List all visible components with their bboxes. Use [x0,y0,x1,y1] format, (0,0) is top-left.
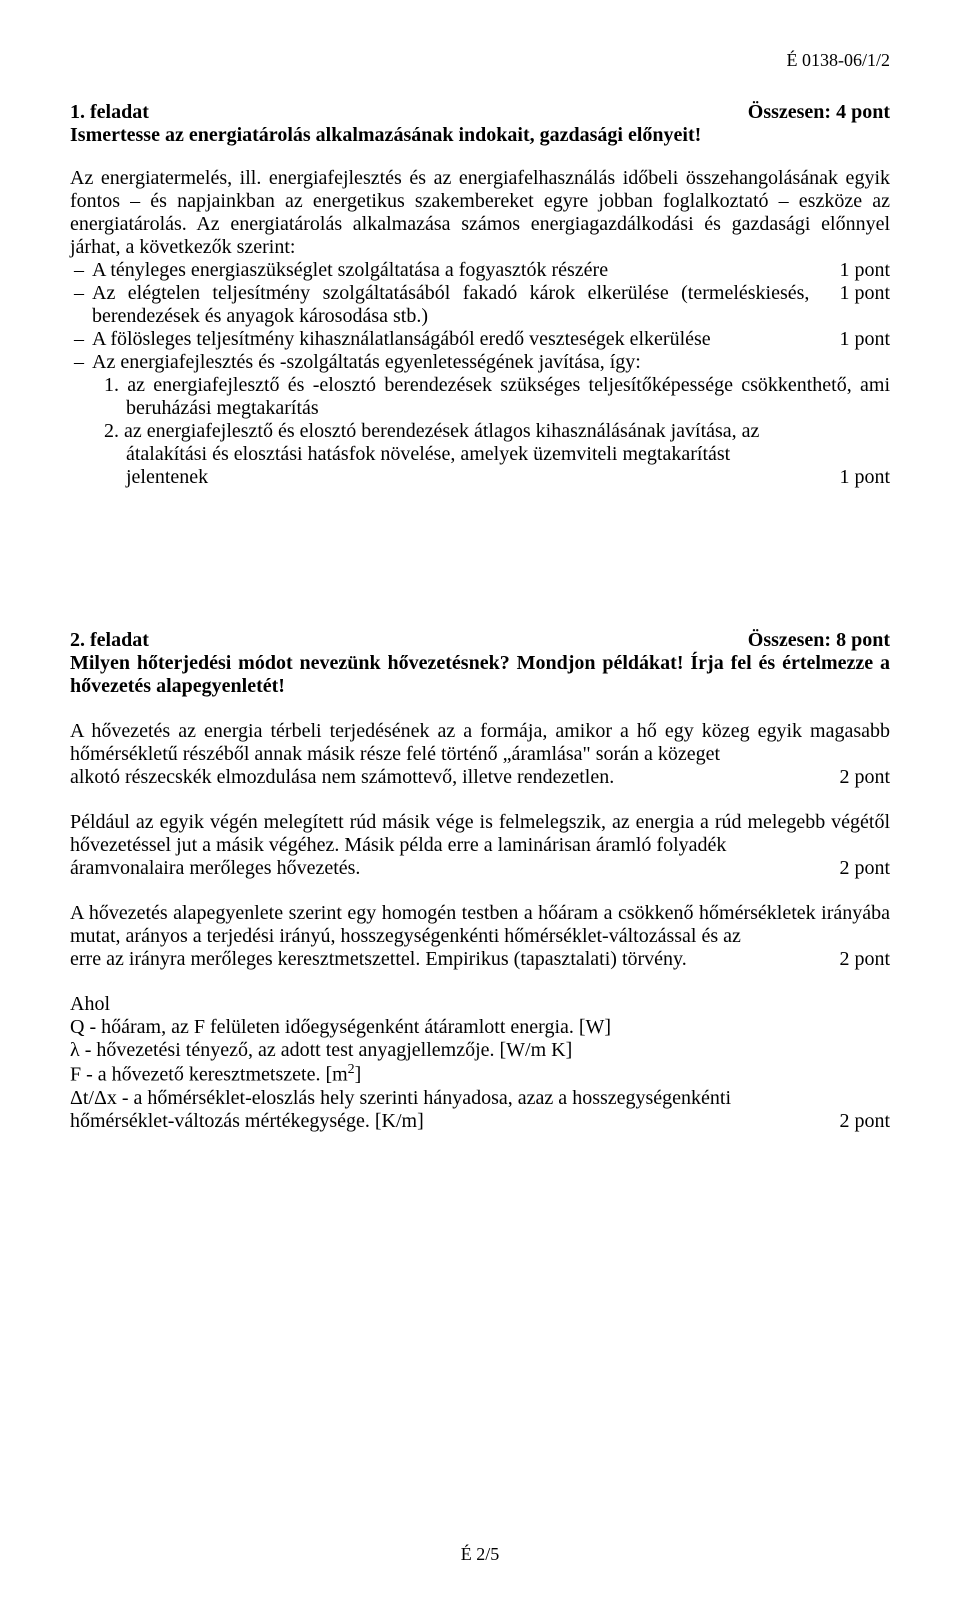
numbered-continuation: átalakítási és elosztási hatásfok növelé… [70,443,890,466]
task2-para1: A hővezetés az energia térbeli terjedésé… [70,720,890,789]
ahol-line: λ - hővezetési tényező, az adott test an… [70,1039,890,1062]
task1-intro: Ismertesse az energiatárolás alkalmazásá… [70,124,890,147]
num-text: az energiafejlesztő és -elosztó berendez… [126,374,890,419]
page-footer: É 2/5 [0,1544,960,1565]
bullet-text: Az energiafejlesztés és -szolgáltatás eg… [92,351,641,373]
ahol-title: Ahol [70,993,890,1016]
num-last-word: jelentenek [126,466,809,489]
bullet-points: 1 pont [839,328,890,351]
ahol-text: hőmérséklet-változás mértékegysége. [K/m… [70,1110,424,1133]
task1-header: 1. feladat Összesen: 4 pont [70,101,890,124]
para-points: 2 pont [839,948,890,971]
num-text-line: átalakítási és elosztási hatásfok növelé… [126,443,890,466]
task2-para2: Például az egyik végén melegített rúd má… [70,811,890,880]
para-last-line: alkotó részecskék elmozdulása nem számot… [70,766,614,789]
task2-question: Milyen hőterjedési módot nevezünk hőveze… [70,652,890,698]
bullet-points: 1 pont [839,259,890,282]
para-text: A hővezetés az energia térbeli terjedésé… [70,720,890,766]
task2-number: 2. feladat [70,629,149,652]
ahol-block: Ahol Q - hőáram, az F felületen időegysé… [70,993,890,1133]
para-last-line: erre az irányra merőleges keresztmetszet… [70,948,687,971]
numbered-last-line: jelentenek 1 pont [70,466,890,489]
ahol-points: 2 pont [839,1110,890,1133]
numbered-item: 1. az energiafejlesztő és -elosztó beren… [70,374,890,420]
task1-number: 1. feladat [70,101,149,124]
bullet-text: A fölösleges teljesítmény kihasználatlan… [92,328,809,351]
ahol-last-line: hőmérséklet-változás mértékegysége. [K/m… [70,1110,890,1133]
task2-points-total: Összesen: 8 pont [748,629,890,652]
ahol-line: Δt/Δx - a hőmérséklet-eloszlás hely szer… [70,1087,890,1110]
task1-points-total: Összesen: 4 pont [748,101,890,124]
task2-para3: A hővezetés alapegyenlete szerint egy ho… [70,902,890,971]
bullet-text: A tényleges energiaszükséglet szolgáltat… [92,259,809,282]
list-item: Az energiafejlesztés és -szolgáltatás eg… [70,351,890,374]
ahol-line: F - a hővezető keresztmetszete. [m2] [70,1062,890,1087]
num-label: 2. [104,420,119,442]
list-item: A tényleges energiaszükséglet szolgáltat… [70,259,890,282]
document-code: É 0138-06/1/2 [70,50,890,71]
task1-paragraph: Az energiatermelés, ill. energiafejleszt… [70,167,890,259]
para-last-line: áramvonalaira merőleges hővezetés. [70,857,360,880]
superscript: 2 [348,1062,355,1077]
num-label: 1. [104,374,119,396]
list-item: A fölösleges teljesítmény kihasználatlan… [70,328,890,351]
para-points: 2 pont [839,857,890,880]
para-text: Például az egyik végén melegített rúd má… [70,811,890,857]
numbered-item: 2. az energiafejlesztő és elosztó berend… [70,420,890,443]
task1-numbered-list: 1. az energiafejlesztő és -elosztó beren… [70,374,890,443]
task2-header: 2. feladat Összesen: 8 pont [70,629,890,652]
para-text: A hővezetés alapegyenlete szerint egy ho… [70,902,890,948]
num-text-line: az energiafejlesztő és elosztó berendezé… [124,420,759,442]
bullet-text: Az elégtelen teljesítmény szolgáltatásáb… [92,282,809,328]
num-points: 1 pont [839,466,890,489]
task1-bullets: A tényleges energiaszükséglet szolgáltat… [70,259,890,374]
ahol-text: ] [355,1064,362,1086]
ahol-text: F - a hővezető keresztmetszete. [m [70,1064,348,1086]
para-points: 2 pont [839,766,890,789]
list-item: Az elégtelen teljesítmény szolgáltatásáb… [70,282,890,328]
bullet-points: 1 pont [839,282,890,328]
ahol-line: Q - hőáram, az F felületen időegységenké… [70,1016,890,1039]
